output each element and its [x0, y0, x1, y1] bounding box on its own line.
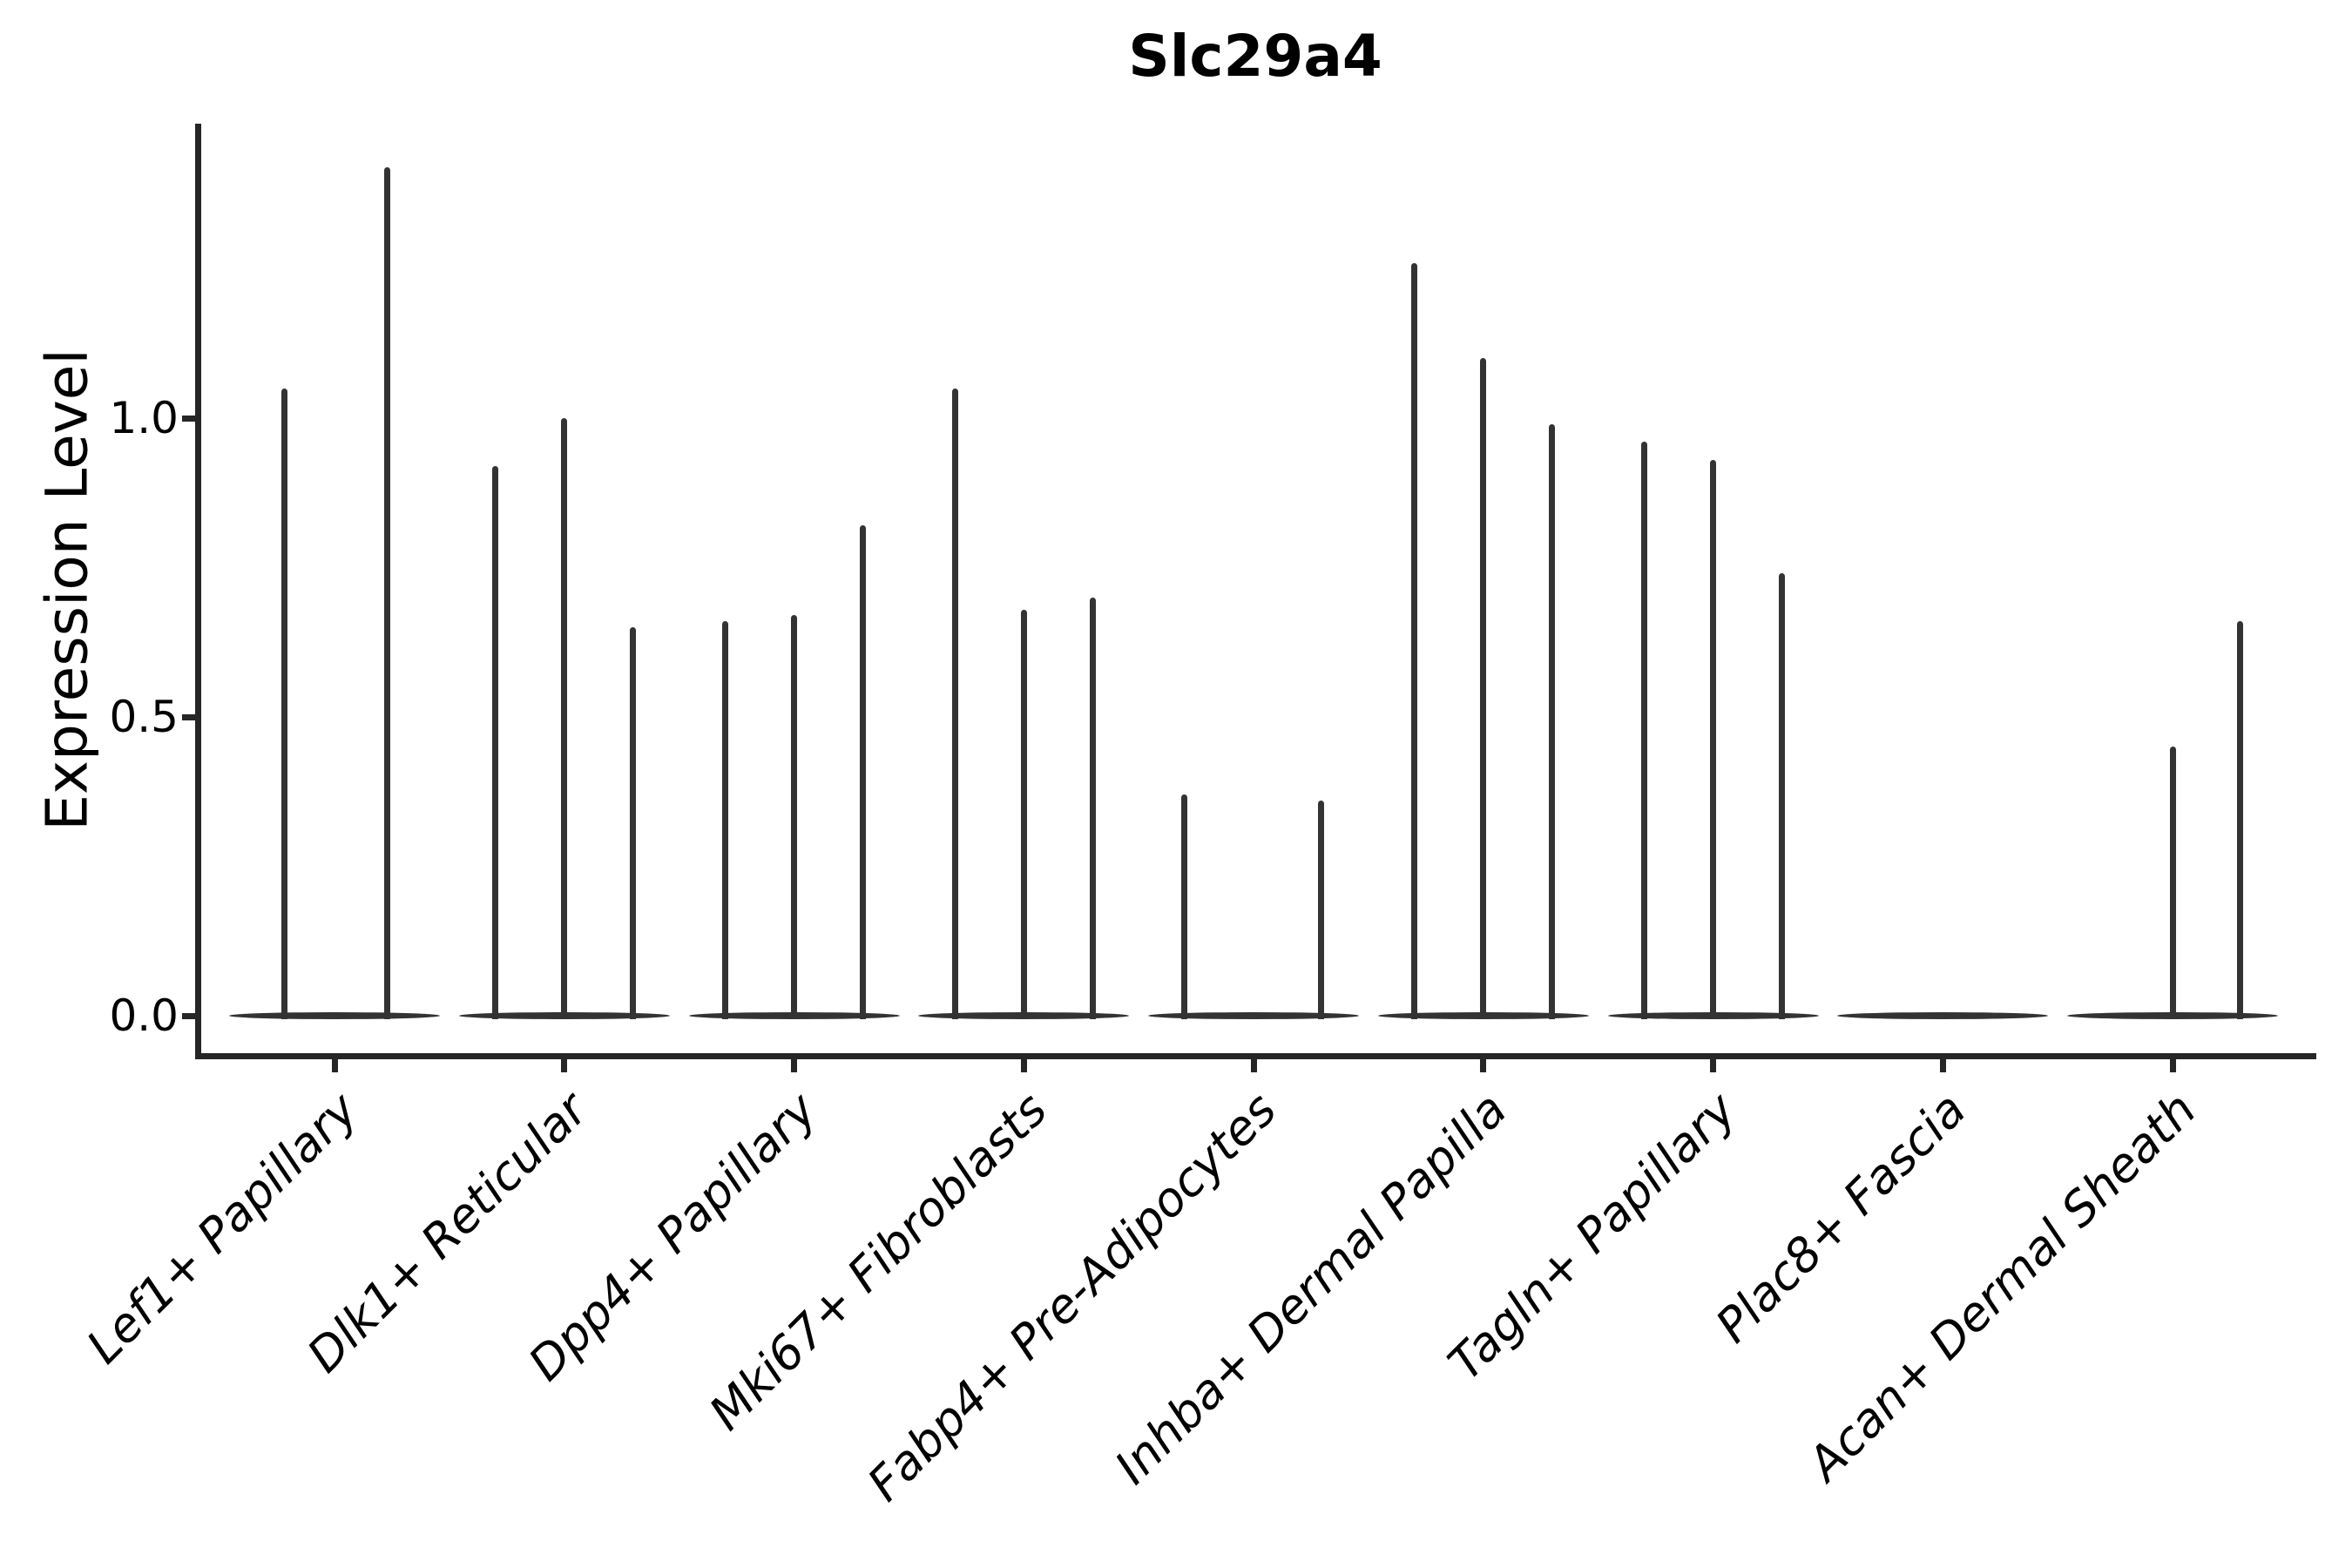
violin-spike	[951, 388, 958, 1019]
x-tick-label: Inhba+ Dermal Papilla	[1104, 1082, 1517, 1495]
violin-spike	[1779, 573, 1785, 1019]
y-tick-label: 0.0	[109, 990, 179, 1041]
x-tick	[1020, 1058, 1027, 1072]
violin-spike	[383, 166, 390, 1019]
y-axis-label: Expression Level	[33, 348, 101, 831]
violin-spike	[492, 465, 499, 1019]
y-tick	[181, 415, 195, 422]
x-tick	[331, 1058, 338, 1072]
violin-spike	[561, 418, 568, 1019]
violin-baseline	[1148, 1012, 1359, 1019]
violin-spike	[2169, 747, 2176, 1019]
violin-spike	[1411, 262, 1418, 1019]
violin-spike	[2236, 621, 2243, 1019]
x-tick	[561, 1058, 568, 1072]
violin-spike	[280, 388, 287, 1019]
violin-spike	[1549, 423, 1556, 1019]
y-tick	[181, 713, 195, 720]
x-tick	[791, 1058, 797, 1072]
x-tick	[2169, 1058, 2176, 1072]
violin-spike	[1480, 358, 1487, 1019]
chart-title: Slc29a4	[1128, 23, 1382, 90]
y-tick	[181, 1012, 195, 1019]
violin-spike	[860, 525, 866, 1019]
violin-spike	[1641, 442, 1647, 1019]
x-tick	[1710, 1058, 1716, 1072]
x-tick	[1250, 1058, 1257, 1072]
violin-spike	[1317, 801, 1324, 1019]
violin-baseline	[229, 1012, 440, 1019]
violin-spike	[1089, 597, 1096, 1019]
x-tick	[1939, 1058, 1946, 1072]
violin-spike	[630, 627, 637, 1019]
violin-spike	[1180, 794, 1187, 1019]
bottom-spine	[194, 1052, 2316, 1059]
violin-spike	[791, 615, 797, 1019]
violin-baseline	[1837, 1012, 2049, 1019]
x-tick-label: Fabp4+ Pre-Adipocytes	[857, 1082, 1288, 1512]
x-tick	[1480, 1058, 1487, 1072]
left-spine	[194, 124, 201, 1059]
y-tick-label: 0.5	[109, 692, 179, 742]
violin-spike	[722, 621, 728, 1019]
violin-spike	[1710, 460, 1716, 1019]
y-tick-label: 1.0	[109, 393, 179, 443]
violin-spike	[1020, 609, 1027, 1019]
x-tick-label: Acan+ Dermal Sheath	[1796, 1082, 2207, 1491]
